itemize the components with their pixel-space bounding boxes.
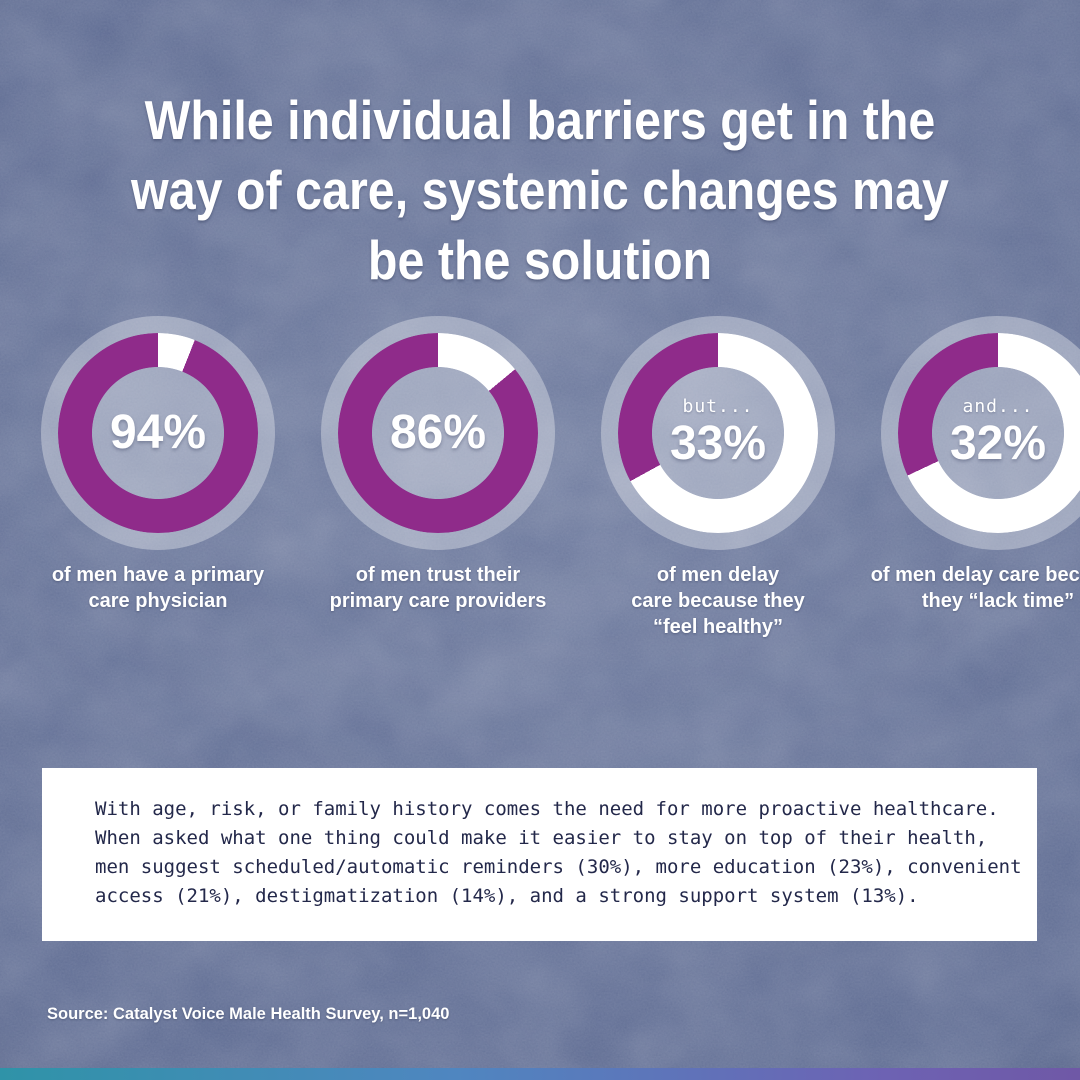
donut-prefix-label: and... [962, 396, 1034, 417]
donut-chart-32: and... 32% [881, 316, 1080, 550]
donut-caption: of men have a primary care physician [51, 564, 265, 612]
donut-chart-row: 94% of men have a primary care physician… [18, 316, 1080, 640]
note-box: With age, risk, or family history comes … [42, 768, 1037, 941]
donut-caption: of men delay care because they “feel hea… [631, 564, 805, 638]
donut-center-label: 86% [321, 316, 555, 550]
donut-chart-86: 86% [321, 316, 555, 550]
page-title: While individual barriers get in the way… [131, 88, 949, 291]
donut-caption: of men delay care because they “lack tim… [870, 564, 1080, 612]
source-attribution: Source: Catalyst Voice Male Health Surve… [47, 1005, 450, 1023]
bottom-gradient-bar [0, 1068, 1080, 1080]
donut-center-label: and... 32% [881, 316, 1080, 550]
donut-percent-label: 33% [669, 417, 767, 470]
donut-center-label: but... 33% [601, 316, 835, 550]
donut-group-trust-providers: 86% of men trust their primary care prov… [298, 316, 578, 640]
note-text: With age, risk, or family history comes … [95, 798, 1022, 907]
donut-group-delay-lack-time: and... 32% of men delay care because the… [858, 316, 1080, 640]
donut-prefix-label: but... [682, 396, 754, 417]
donut-caption: of men trust their primary care provider… [329, 564, 547, 612]
donut-chart-94: 94% [41, 316, 275, 550]
donut-percent-label: 32% [949, 417, 1047, 470]
donut-group-primary-care: 94% of men have a primary care physician [18, 316, 298, 640]
donut-group-delay-feel-healthy: but... 33% of men delay care because the… [578, 316, 858, 640]
donut-chart-33: but... 33% [601, 316, 835, 550]
donut-percent-label: 86% [389, 406, 487, 459]
donut-percent-label: 94% [109, 406, 207, 459]
donut-center-label: 94% [41, 316, 275, 550]
